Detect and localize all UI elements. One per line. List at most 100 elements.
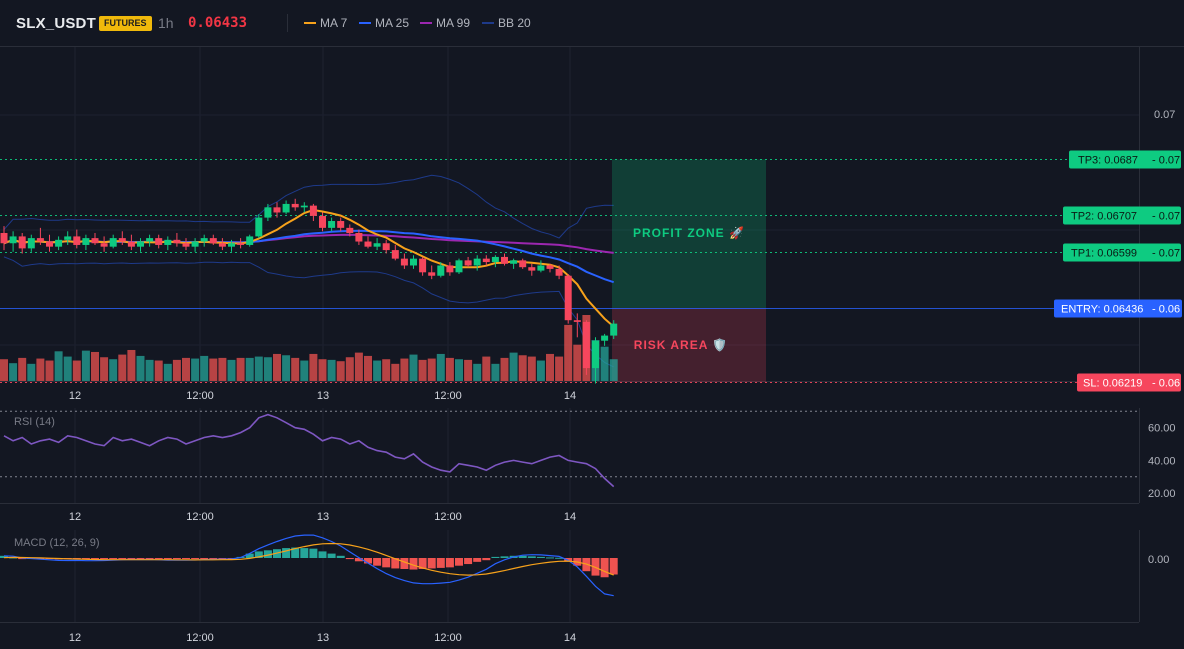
candle-body [337, 221, 345, 228]
volume-bar [418, 359, 427, 381]
timeframe-label[interactable]: 1h [158, 15, 174, 31]
macd-histogram-bar [318, 551, 327, 558]
time-axis-label: 12:00 [434, 632, 462, 644]
candle-body [455, 260, 463, 273]
candle-body [391, 250, 399, 259]
candle-body [255, 217, 263, 237]
macd-histogram-bar [473, 558, 482, 562]
candle-body [146, 238, 154, 242]
candle-body [501, 256, 508, 264]
volume-bar [9, 363, 18, 381]
candle-body [209, 238, 217, 244]
time-axis-label: 14 [564, 632, 576, 644]
candle-body [64, 236, 72, 240]
macd-histogram-bar [546, 557, 554, 559]
symbol-title[interactable]: SLX_USDT [16, 15, 96, 32]
macd-histogram-bar [81, 558, 90, 560]
macd-histogram-bar [263, 550, 272, 558]
candle-body [36, 238, 44, 242]
candle-body [118, 238, 126, 242]
macd-histogram-bar [245, 553, 254, 558]
legend-ma7[interactable]: MA 7 [304, 16, 347, 30]
trade-zones: PROFIT ZONE 🚀 RISK AREA 🛡️ [612, 159, 766, 383]
macd-title: MACD (12, 26, 9) [14, 537, 100, 549]
candle-body [91, 238, 99, 244]
volume-bar [573, 344, 582, 381]
volume-bar [282, 355, 291, 381]
entry-tag[interactable]: ENTRY: 0.06436 - 0.06 [1054, 299, 1182, 318]
legend-ma99-label: MA 99 [436, 16, 471, 30]
macd-histogram-bar [336, 555, 345, 558]
tp2-tag-label: TP2: 0.06707 [1071, 211, 1137, 223]
sl-tag-label: SL: 0.06219 [1083, 378, 1142, 390]
volume-bar [345, 357, 354, 381]
volume-bar [18, 357, 27, 381]
macd-histogram-bar [500, 556, 509, 558]
sl-tag-suffix: - 0.06 [1152, 378, 1180, 390]
time-axis-label: 13 [317, 632, 329, 644]
candle-body [564, 275, 572, 321]
macd-histogram-bar [327, 553, 336, 558]
legend-ma99[interactable]: MA 99 [420, 16, 470, 30]
sl-tag-bg [1077, 373, 1181, 392]
chart-header: SLX_USDT FUTURES 1h 0.06433 MA 7 MA 25 M… [0, 0, 1184, 46]
volume-bar [527, 356, 536, 381]
tp3-tag-label: TP3: 0.0687 [1078, 155, 1138, 167]
volume-bar [564, 324, 573, 381]
candle-body [0, 232, 8, 244]
volume-bar [555, 356, 564, 381]
candle-body [246, 236, 254, 245]
rsi-line [0, 410, 1139, 488]
volume-bar [427, 358, 436, 381]
macd-histogram-bar [354, 558, 363, 562]
macd-histogram-bar [436, 558, 445, 568]
volume-bar [45, 360, 54, 381]
tp1-tag[interactable]: TP1: 0.06599 - 0.07 [1063, 243, 1181, 262]
volume-bar [482, 356, 491, 381]
volume-bar [245, 357, 254, 381]
rsi-series-line [3, 413, 615, 488]
candle-body [164, 239, 172, 245]
legend-ma25-swatch [359, 21, 371, 24]
entry-tag-suffix: - 0.06 [1152, 304, 1180, 316]
candle-body [400, 258, 408, 266]
tp3-tag[interactable]: TP3: 0.0687 - 0.07 [1069, 150, 1181, 169]
macd-histogram-bar [136, 558, 145, 559]
macd-histogram-bar [100, 558, 109, 559]
macd-histogram-bar [600, 558, 609, 578]
candle-body [473, 258, 481, 266]
time-axis-label: 12:00 [434, 390, 462, 402]
volume-bar [273, 353, 281, 381]
tp2-tag-suffix: - 0.07 [1152, 211, 1180, 223]
volume-bar [400, 358, 409, 381]
volume-bar [109, 359, 118, 381]
volume-bar [318, 359, 327, 381]
macd-line [3, 534, 614, 597]
macd-histogram-bar [182, 558, 190, 559]
candle-body [55, 239, 63, 247]
time-axis-label: 12:00 [186, 390, 214, 402]
volume-bar [0, 359, 8, 381]
volume-bar [63, 356, 72, 381]
candle-body [601, 335, 609, 341]
volume-bar [127, 349, 136, 381]
legend-bb20[interactable]: BB 20 [482, 16, 531, 30]
candle-body [82, 238, 90, 245]
tp3-tag-bg [1069, 150, 1181, 169]
candle-body [46, 241, 53, 247]
candle-body [9, 236, 17, 244]
macd-histogram-bar [445, 558, 454, 568]
volume-bar [354, 352, 363, 381]
volume-bar [373, 360, 382, 381]
macd-histogram [0, 534, 618, 597]
sl-tag[interactable]: SL: 0.06219 - 0.06 [1077, 373, 1181, 392]
bb-upper-line [3, 174, 614, 239]
volume-bar [300, 360, 309, 381]
tp2-tag[interactable]: TP2: 0.06707 - 0.07 [1063, 206, 1181, 225]
candle-body [446, 265, 454, 273]
candle-body [528, 267, 536, 271]
entry-tag-label: ENTRY: 0.06436 [1061, 304, 1143, 316]
legend-ma25[interactable]: MA 25 [359, 16, 409, 30]
time-axis-label: 12:00 [186, 632, 214, 644]
